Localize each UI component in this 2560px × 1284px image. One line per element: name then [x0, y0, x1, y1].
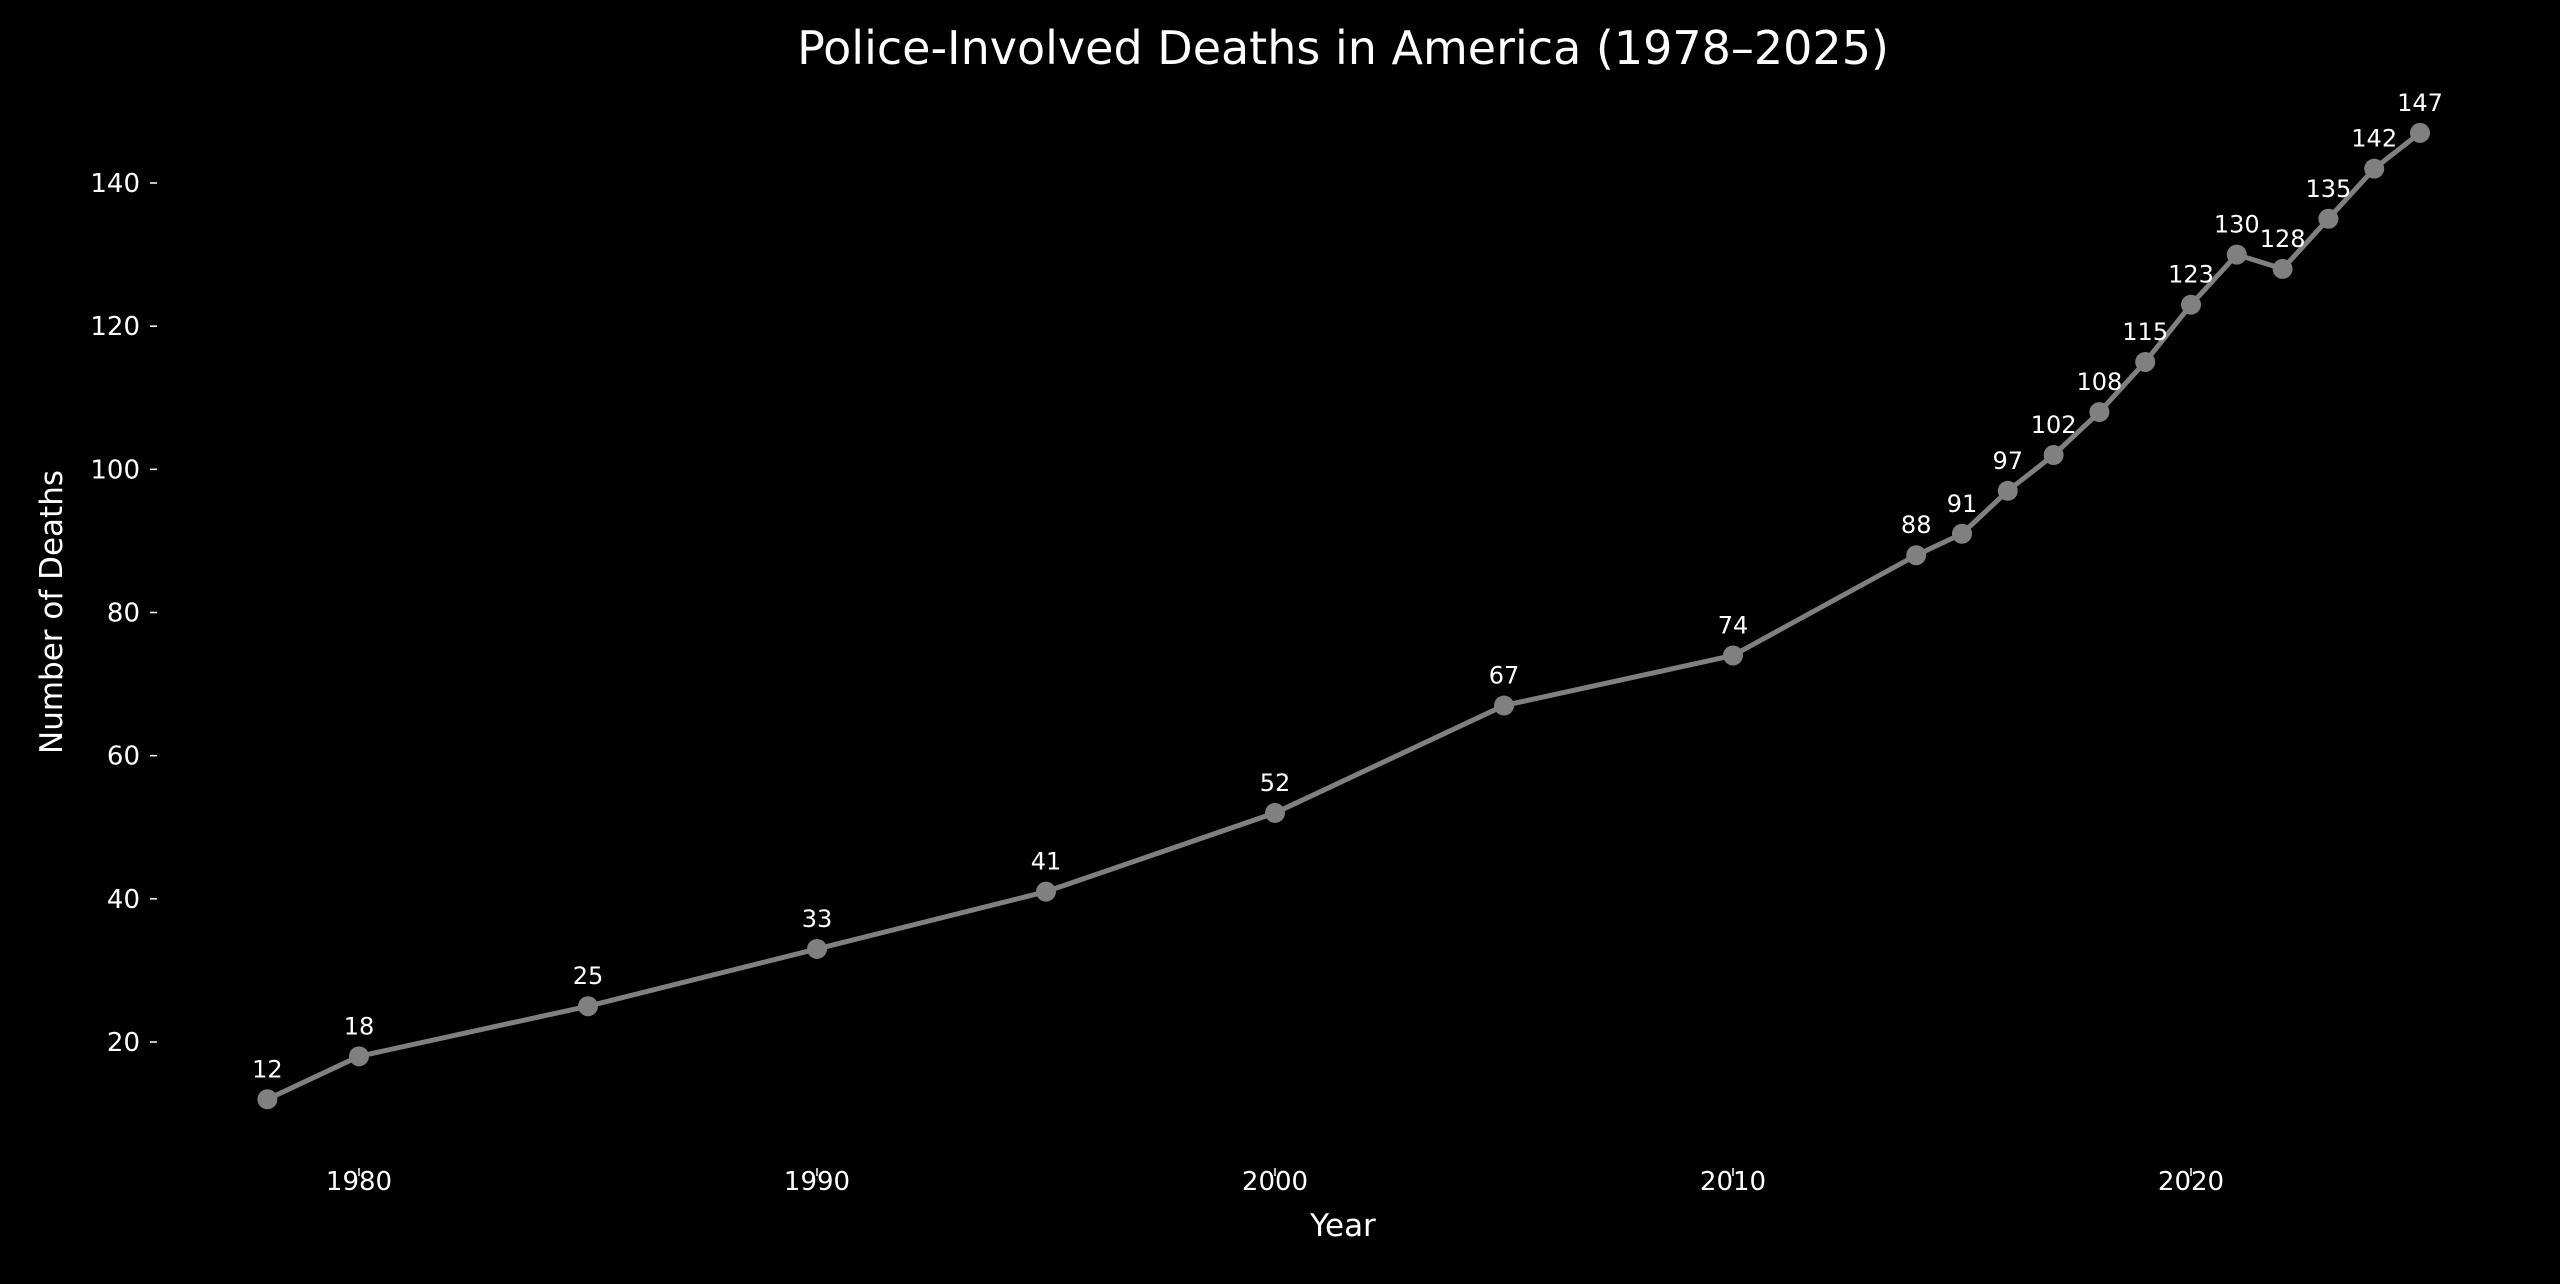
y-tick-label: 140 [90, 169, 140, 199]
x-tick-label: 1980 [326, 1167, 392, 1197]
data-point [257, 1089, 278, 1110]
x-tick-label: 1990 [784, 1167, 850, 1197]
x-tick-label: 2020 [2158, 1167, 2224, 1197]
data-label: 115 [2122, 318, 2168, 346]
data-point [2410, 122, 2430, 143]
y-tick-label: 100 [90, 455, 140, 485]
data-point [2226, 244, 2247, 265]
data-label: 88 [1901, 511, 1932, 539]
x-axis: 1980 1990 2000 2010 2020 [326, 1167, 2224, 1197]
data-label: 147 [2397, 89, 2443, 117]
x-tick-label: 2010 [1700, 1167, 1766, 1197]
x-tick-label: 2000 [1242, 1167, 1308, 1197]
data-point [2318, 208, 2339, 229]
chart-title: Police-Involved Deaths in America (1978–… [797, 21, 1889, 75]
data-point [2181, 294, 2201, 315]
data-label: 33 [802, 905, 833, 933]
data-label: 102 [2031, 411, 2077, 439]
y-tick-label: 120 [90, 312, 140, 342]
data-label: 52 [1260, 769, 1291, 797]
data-label: 108 [2076, 368, 2122, 396]
data-point [2135, 351, 2156, 372]
data-point [1036, 881, 1056, 902]
data-label: 97 [1993, 447, 2024, 475]
data-point [1265, 802, 1285, 823]
y-axis-label: Number of Deaths [34, 470, 70, 754]
data-label: 12 [252, 1055, 283, 1083]
data-point [349, 1046, 369, 1067]
data-point [578, 996, 598, 1017]
data-point [2089, 402, 2110, 423]
y-tick-label: 80 [107, 599, 140, 629]
data-label: 142 [2351, 125, 2397, 153]
data-label: 67 [1489, 662, 1520, 690]
data-point [1494, 695, 1514, 716]
y-axis: 20 40 60 80 100 120 140 [90, 169, 157, 1058]
data-point [2364, 158, 2385, 179]
data-label: 25 [573, 962, 604, 990]
y-tick-label: 60 [107, 742, 140, 772]
data-point [807, 938, 827, 959]
data-point [1906, 545, 1927, 566]
data-point [2043, 445, 2064, 466]
series-line [266, 130, 2422, 1102]
x-axis-label: Year [1309, 1208, 1376, 1244]
data-point [2272, 258, 2293, 279]
data-label: 74 [1718, 611, 1749, 639]
data-label: 135 [2305, 175, 2351, 203]
data-point [1952, 523, 1972, 544]
data-label: 123 [2168, 261, 2214, 289]
data-point [1723, 645, 1743, 666]
data-label: 128 [2260, 225, 2306, 253]
data-label: 41 [1031, 848, 1062, 876]
y-tick-label: 20 [107, 1028, 140, 1058]
data-label: 91 [1947, 490, 1978, 518]
data-label: 130 [2214, 211, 2260, 239]
data-label: 18 [344, 1012, 375, 1040]
y-tick-label: 40 [107, 885, 140, 915]
data-point [1997, 480, 2018, 501]
